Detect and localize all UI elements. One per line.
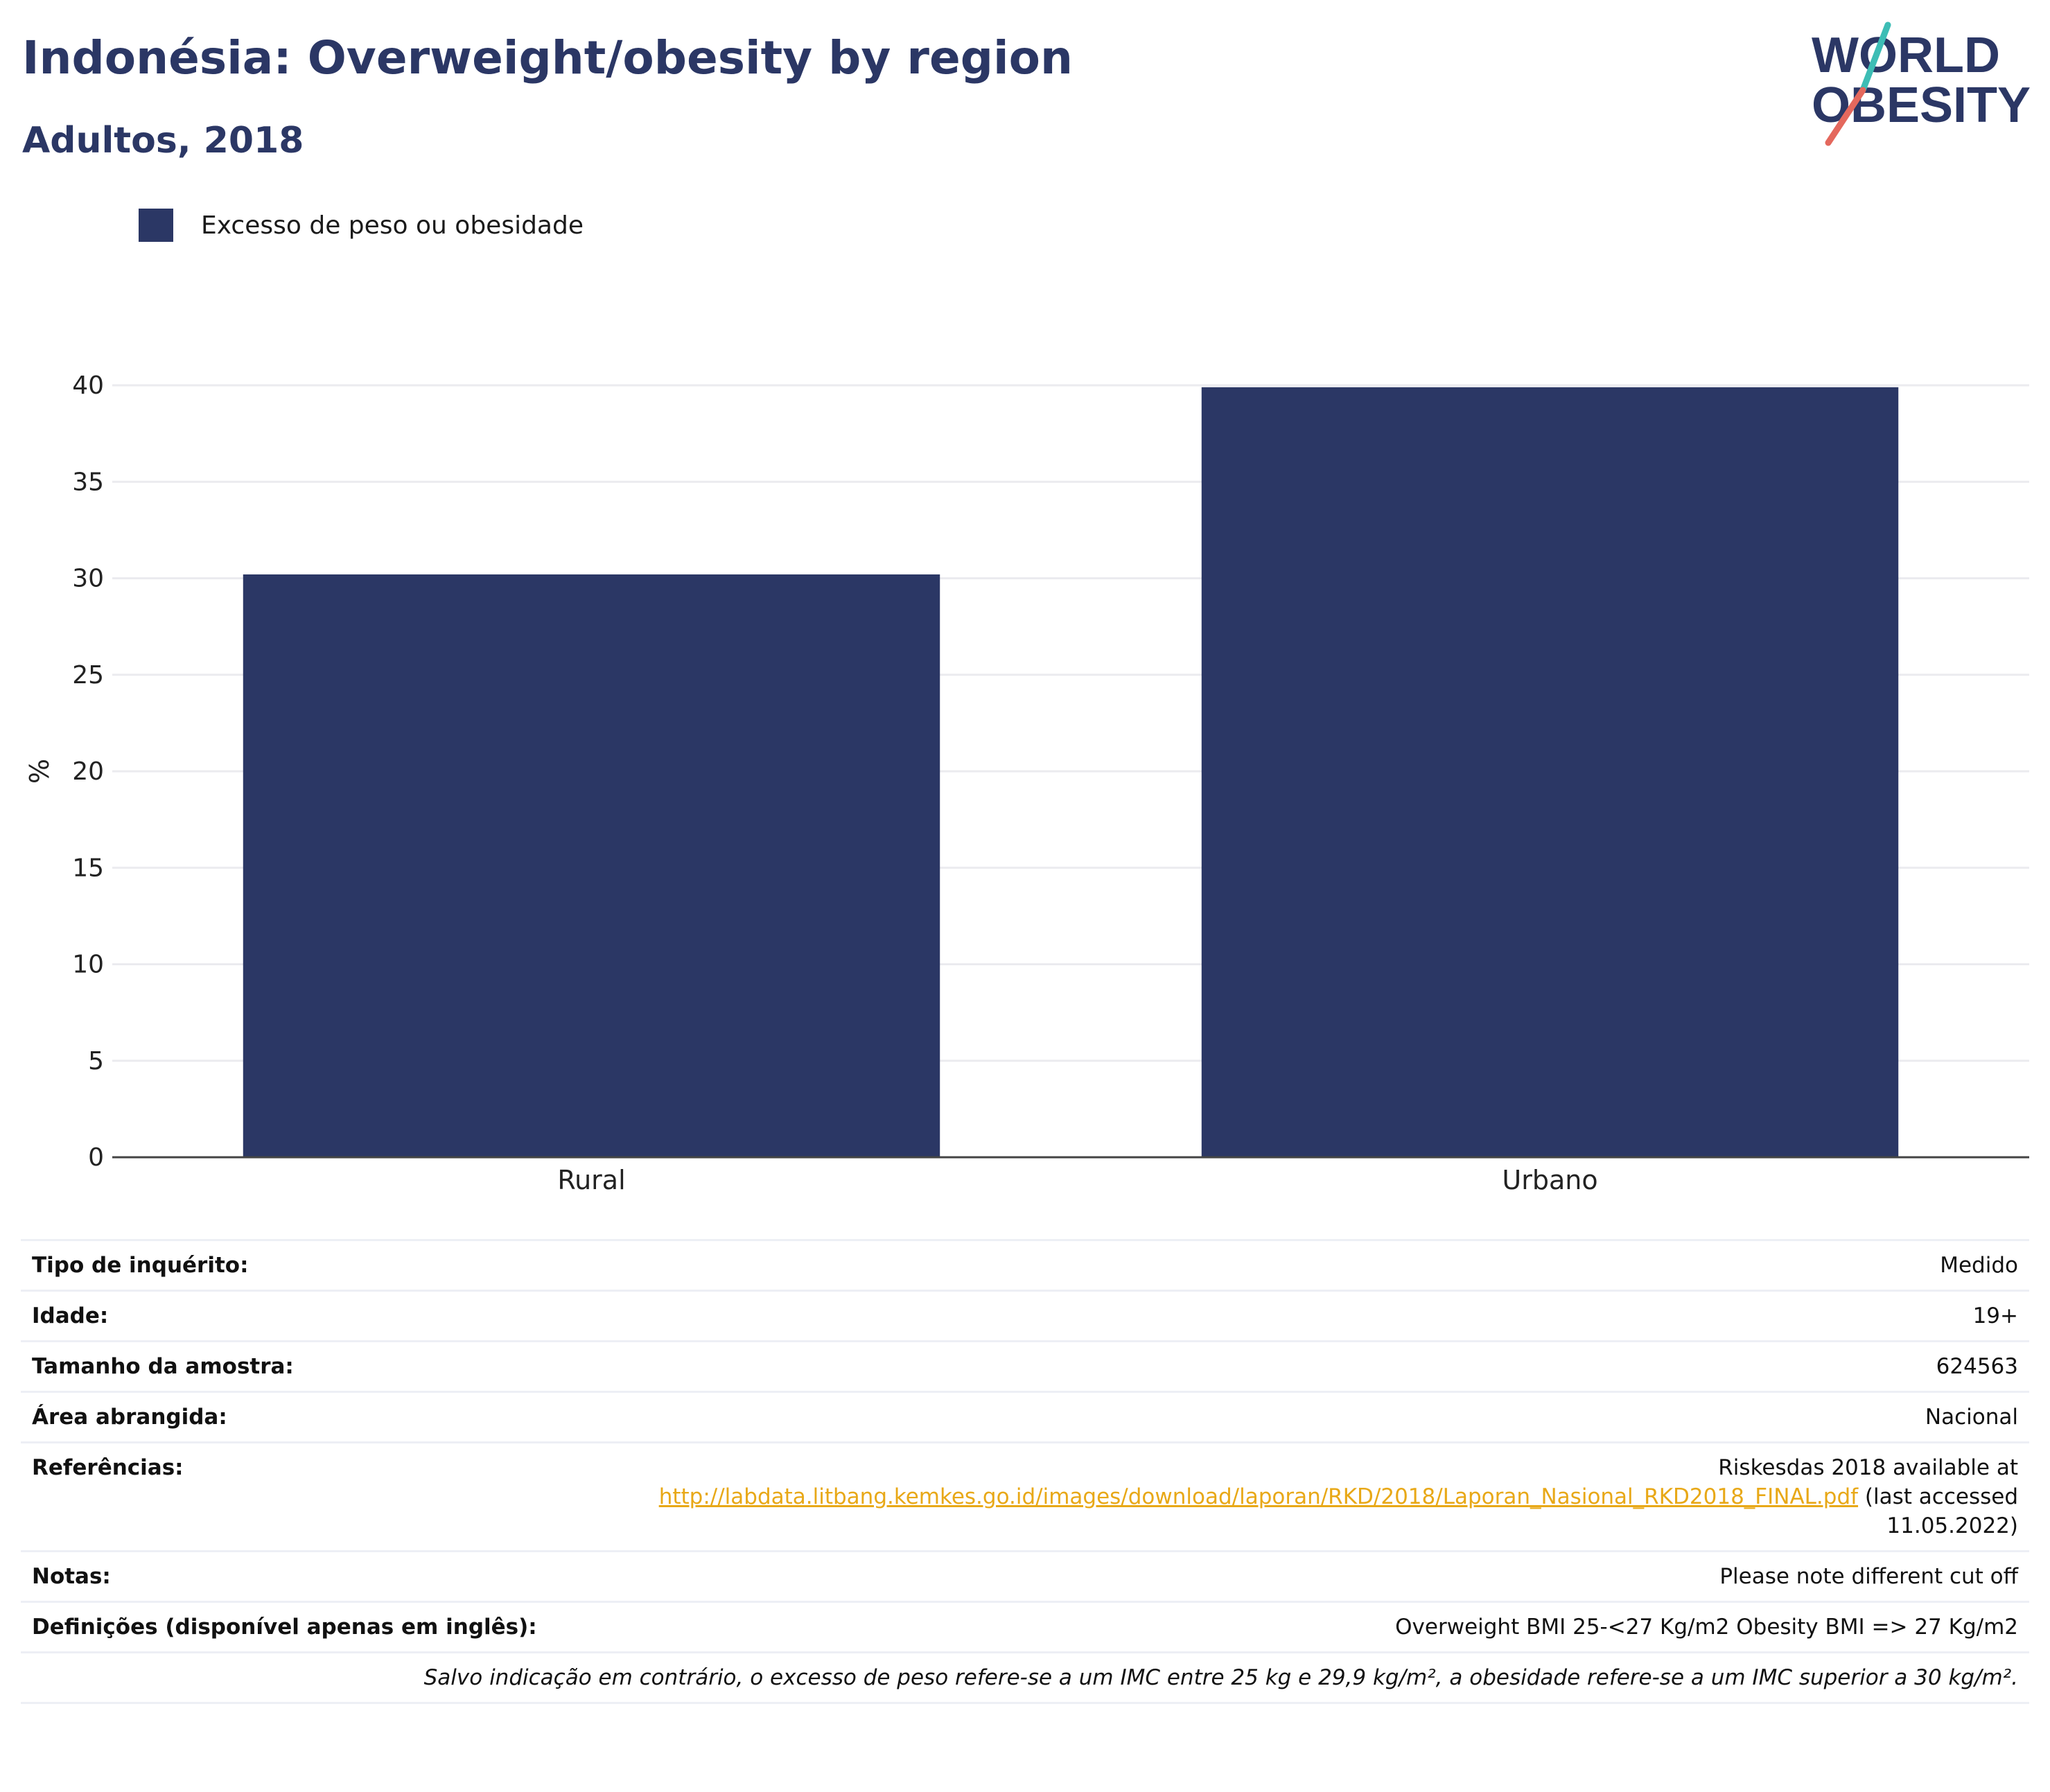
footnote: Salvo indicação em contrário, o excesso … bbox=[21, 1651, 2029, 1704]
y-tick-label: 35 bbox=[72, 468, 104, 496]
info-row-definitions: Definições (disponível apenas em inglês)… bbox=[21, 1601, 2029, 1653]
legend-label: Excesso de peso ou obesidade bbox=[201, 211, 584, 240]
info-value: 624563 bbox=[547, 1340, 2029, 1392]
y-tick-label: 10 bbox=[72, 951, 104, 979]
info-key: Área abrangida: bbox=[21, 1391, 548, 1443]
bar-chart: 0 5 10 15 20 25 30 35 40% Rural Urbano bbox=[24, 371, 2029, 1195]
y-tick-label: 0 bbox=[88, 1143, 104, 1172]
info-value: Please note different cut off bbox=[547, 1550, 2029, 1602]
reference-text: Riskesdas 2018 available at bbox=[1718, 1455, 2018, 1480]
y-tick-label: 5 bbox=[88, 1047, 104, 1075]
info-key: Tamanho da amostra: bbox=[21, 1340, 548, 1392]
info-value: Riskesdas 2018 available at http://labda… bbox=[547, 1441, 2029, 1552]
reference-accessed: (last accessed 11.05.2022) bbox=[1864, 1484, 2018, 1538]
logo-line-obesity: OBESITY bbox=[1812, 78, 2031, 133]
info-row-survey-type: Tipo de inquérito: Medido bbox=[21, 1239, 2029, 1291]
y-tick-label: 40 bbox=[72, 371, 104, 400]
info-value: Medido bbox=[547, 1239, 2029, 1291]
x-tick-label: Rural bbox=[557, 1165, 625, 1195]
info-value: Nacional bbox=[547, 1391, 2029, 1443]
world-obesity-logo: WORLD OBESITY bbox=[1812, 21, 2031, 146]
info-row-footnote: Salvo indicação em contrário, o excesso … bbox=[21, 1651, 2029, 1704]
info-key: Idade: bbox=[21, 1290, 548, 1342]
y-tick-label: 30 bbox=[72, 565, 104, 593]
info-row-notes: Notas: Please note different cut off bbox=[21, 1550, 2029, 1602]
y-tick-label: 20 bbox=[72, 757, 104, 786]
y-tick-label: 15 bbox=[72, 854, 104, 882]
logo-slash-bottom bbox=[1825, 87, 1866, 146]
y-tick-label: 25 bbox=[72, 661, 104, 689]
legend-swatch bbox=[139, 209, 173, 242]
reference-link[interactable]: http://labdata.litbang.kemkes.go.id/imag… bbox=[658, 1484, 1859, 1509]
chart-legend[interactable]: Excesso de peso ou obesidade bbox=[139, 208, 584, 243]
info-key: Referências: bbox=[21, 1441, 548, 1552]
info-row-area: Área abrangida: Nacional bbox=[21, 1391, 2029, 1443]
chart-subtitle: Adultos, 2018 bbox=[22, 120, 304, 161]
info-row-age: Idade: 19+ bbox=[21, 1290, 2029, 1342]
x-tick-label: Urbano bbox=[1502, 1165, 1597, 1195]
info-row-references: Referências: Riskesdas 2018 available at… bbox=[21, 1441, 2029, 1552]
info-key: Tipo de inquérito: bbox=[21, 1239, 548, 1291]
y-axis-title: % bbox=[24, 759, 55, 784]
bar-rural bbox=[243, 574, 940, 1157]
info-value: 19+ bbox=[547, 1290, 2029, 1342]
bar-urbano bbox=[1201, 387, 1899, 1158]
survey-info-table: Tipo de inquérito: Medido Idade: 19+ Tam… bbox=[21, 1239, 2029, 1704]
logo-line-world: WORLD bbox=[1812, 28, 2000, 83]
info-key: Definições (disponível apenas em inglês)… bbox=[21, 1601, 548, 1653]
info-key: Notas: bbox=[21, 1550, 548, 1602]
info-row-sample-size: Tamanho da amostra: 624563 bbox=[21, 1340, 2029, 1392]
info-value: Overweight BMI 25-<27 Kg/m2 Obesity BMI … bbox=[547, 1601, 2029, 1653]
chart-title: Indonésia: Overweight/obesity by region bbox=[22, 31, 1073, 85]
logo-slash-top bbox=[1859, 21, 1891, 94]
